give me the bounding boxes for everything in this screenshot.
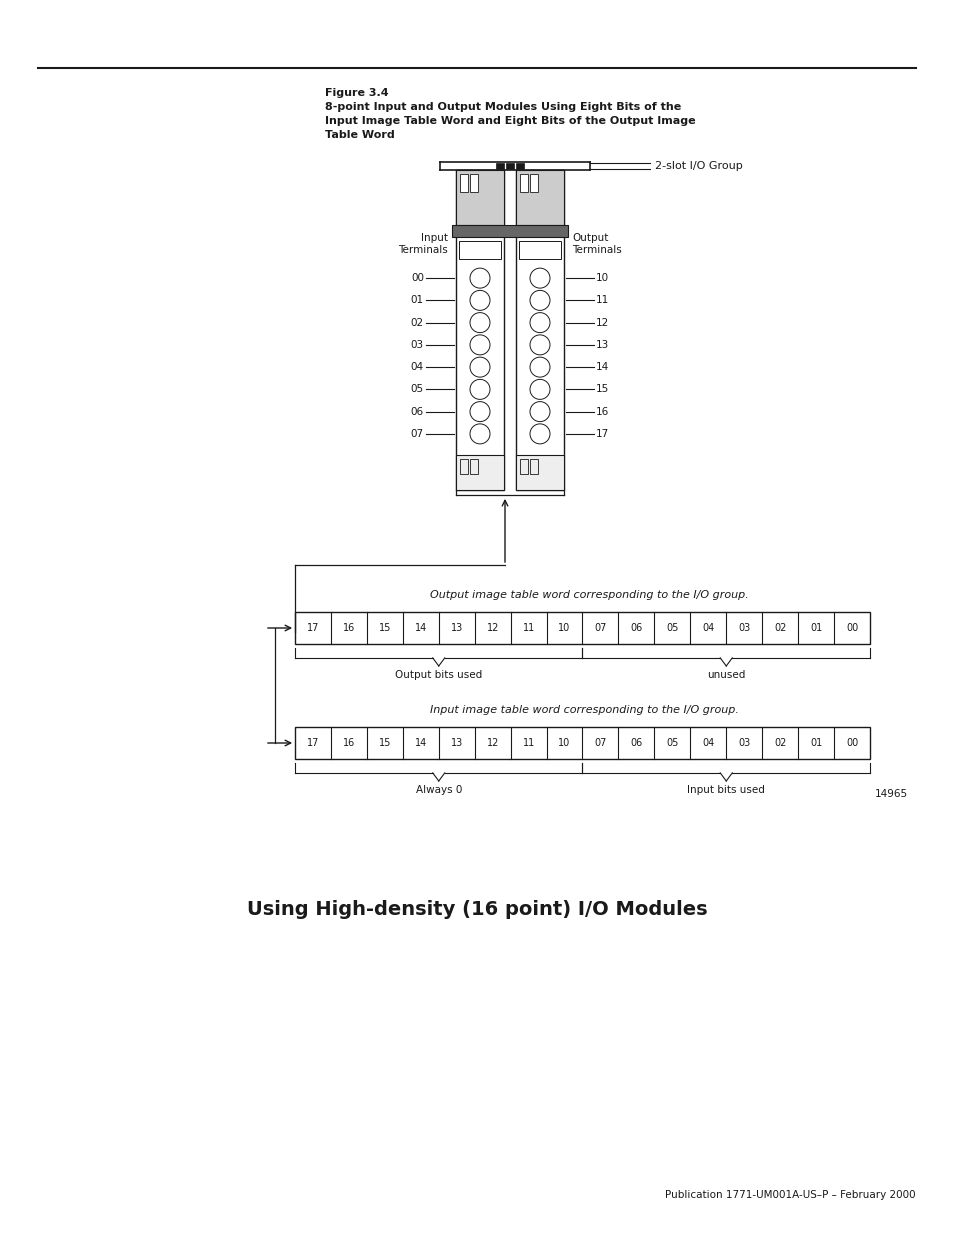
- Text: 15: 15: [378, 739, 391, 748]
- Text: 16: 16: [342, 739, 355, 748]
- Text: 00: 00: [845, 739, 858, 748]
- Bar: [459, 174, 468, 191]
- Bar: [294, 613, 869, 643]
- Text: Input
Terminals: Input Terminals: [397, 232, 448, 254]
- Text: 04: 04: [701, 739, 714, 748]
- Text: 03: 03: [738, 739, 750, 748]
- Bar: [470, 174, 477, 191]
- Text: 06: 06: [411, 406, 423, 416]
- Bar: [294, 727, 869, 760]
- Text: 03: 03: [411, 340, 423, 350]
- Text: Using High-density (16 point) I/O Modules: Using High-density (16 point) I/O Module…: [247, 900, 706, 919]
- Bar: [459, 459, 468, 474]
- Text: 16: 16: [342, 622, 355, 634]
- Bar: [530, 174, 537, 191]
- Text: 17: 17: [307, 739, 319, 748]
- Text: 2-slot I/O Group: 2-slot I/O Group: [655, 161, 742, 170]
- Text: 03: 03: [738, 622, 750, 634]
- Text: 07: 07: [411, 429, 423, 438]
- Text: 15: 15: [378, 622, 391, 634]
- Bar: [518, 241, 560, 259]
- Text: 14: 14: [415, 739, 426, 748]
- Text: 13: 13: [450, 739, 462, 748]
- Text: 14965: 14965: [874, 789, 907, 799]
- Text: 00: 00: [411, 273, 423, 283]
- Text: 01: 01: [809, 622, 821, 634]
- Text: 05: 05: [665, 739, 678, 748]
- Text: 01: 01: [809, 739, 821, 748]
- Text: 14: 14: [415, 622, 426, 634]
- Bar: [516, 170, 563, 490]
- Text: Input image table word corresponding to the I/O group.: Input image table word corresponding to …: [430, 705, 739, 715]
- Bar: [519, 459, 527, 474]
- Bar: [516, 454, 563, 490]
- Bar: [516, 170, 563, 225]
- Bar: [505, 163, 514, 169]
- Bar: [456, 170, 503, 225]
- Text: 05: 05: [411, 384, 423, 394]
- Text: 13: 13: [596, 340, 609, 350]
- Text: Output
Terminals: Output Terminals: [572, 232, 621, 254]
- Text: 17: 17: [307, 622, 319, 634]
- Text: Always 0: Always 0: [416, 785, 461, 795]
- Bar: [456, 454, 503, 490]
- Text: 15: 15: [596, 384, 609, 394]
- Bar: [519, 174, 527, 191]
- Bar: [530, 459, 537, 474]
- Text: 07: 07: [594, 739, 606, 748]
- Bar: [496, 163, 503, 169]
- Text: 04: 04: [701, 622, 714, 634]
- Text: 8-point Input and Output Modules Using Eight Bits of the
Input Image Table Word : 8-point Input and Output Modules Using E…: [325, 103, 695, 140]
- Text: 05: 05: [665, 622, 678, 634]
- Bar: [470, 459, 477, 474]
- Text: Figure 3.4: Figure 3.4: [325, 88, 388, 98]
- Text: 10: 10: [558, 622, 570, 634]
- Bar: [458, 241, 500, 259]
- Text: 06: 06: [630, 739, 642, 748]
- Text: 11: 11: [522, 739, 535, 748]
- Text: 04: 04: [411, 362, 423, 372]
- Text: 10: 10: [558, 739, 570, 748]
- Text: 12: 12: [486, 739, 498, 748]
- Bar: [452, 225, 567, 237]
- Text: 07: 07: [594, 622, 606, 634]
- Text: 16: 16: [596, 406, 609, 416]
- Text: Output image table word corresponding to the I/O group.: Output image table word corresponding to…: [430, 590, 748, 600]
- Text: 12: 12: [486, 622, 498, 634]
- Text: 02: 02: [411, 317, 423, 327]
- Text: 12: 12: [596, 317, 609, 327]
- Text: Output bits used: Output bits used: [395, 671, 482, 680]
- Text: 02: 02: [773, 739, 785, 748]
- Text: 11: 11: [596, 295, 609, 305]
- Text: 01: 01: [411, 295, 423, 305]
- Text: 06: 06: [630, 622, 642, 634]
- Text: Publication 1771-UM001A-US–P – February 2000: Publication 1771-UM001A-US–P – February …: [664, 1191, 915, 1200]
- Text: 02: 02: [773, 622, 785, 634]
- Text: 14: 14: [596, 362, 609, 372]
- Text: unused: unused: [706, 671, 744, 680]
- Bar: [516, 163, 523, 169]
- Bar: [456, 170, 503, 490]
- Text: 11: 11: [522, 622, 535, 634]
- Text: 13: 13: [450, 622, 462, 634]
- Text: 00: 00: [845, 622, 858, 634]
- Text: 17: 17: [596, 429, 609, 438]
- Text: 10: 10: [596, 273, 608, 283]
- Text: Input bits used: Input bits used: [686, 785, 764, 795]
